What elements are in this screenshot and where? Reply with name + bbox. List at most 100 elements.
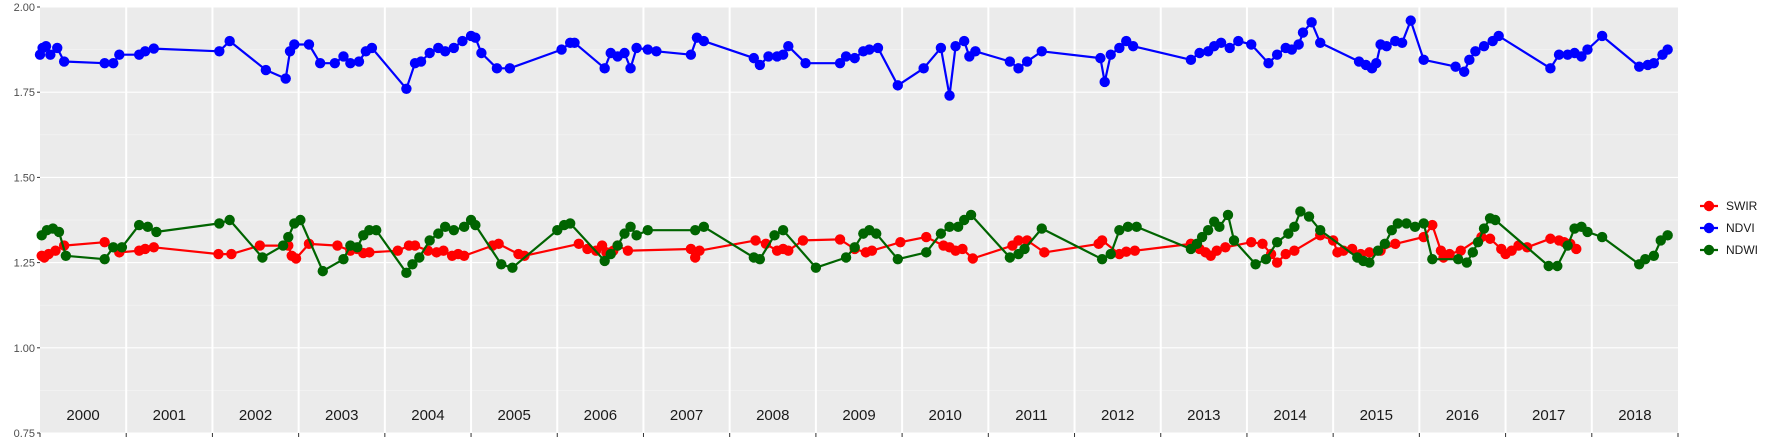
- swir-point: [139, 243, 151, 255]
- ndvi-point: [872, 42, 884, 54]
- ndvi-point: [754, 59, 766, 71]
- swir-point: [364, 247, 375, 258]
- swir-point: [866, 245, 878, 256]
- ndvi-point: [1418, 54, 1429, 66]
- ndvi-point: [1315, 37, 1326, 48]
- ndvi-point: [1185, 54, 1197, 66]
- ndvi-point: [329, 58, 341, 69]
- swir-point: [148, 242, 159, 253]
- ndwi-point: [1202, 225, 1214, 236]
- ndvi-point: [457, 35, 468, 47]
- ndvi-point: [1127, 40, 1139, 52]
- ndvi-point: [763, 51, 774, 62]
- y-tick-label: 1.25: [14, 258, 35, 270]
- ndvi-point: [619, 47, 630, 59]
- ndvi-point: [439, 46, 451, 57]
- ndvi-point: [448, 42, 460, 54]
- ndvi-point: [944, 90, 955, 101]
- swir-point: [1039, 247, 1050, 258]
- ndwi-point: [631, 230, 642, 241]
- ndvi-point: [599, 63, 610, 74]
- ndvi-point: [918, 63, 929, 74]
- ndwi-point: [60, 250, 72, 261]
- ndvi-point: [834, 58, 846, 69]
- ndvi-point: [280, 73, 291, 84]
- ndvi-point: [504, 63, 516, 74]
- ndwi-point: [1562, 240, 1573, 251]
- ndwi-point: [433, 228, 444, 239]
- year-label: 2001: [153, 407, 186, 424]
- ndwi-point: [810, 262, 822, 273]
- ndwi-point: [133, 219, 145, 231]
- ndvi-point: [840, 51, 852, 62]
- legend-label-ndwi: NDWI: [1726, 243, 1758, 257]
- ndvi-point: [224, 35, 235, 47]
- year-label: 2018: [1618, 407, 1651, 424]
- swir-point: [1271, 257, 1283, 268]
- ndvi-point: [698, 35, 710, 47]
- legend-marker-swir: [1703, 200, 1715, 212]
- ndwi-point: [1271, 236, 1283, 248]
- swir-point: [1545, 233, 1556, 244]
- ndwi-point: [1096, 253, 1108, 265]
- swir-point: [1129, 245, 1141, 256]
- swir-point: [50, 245, 61, 256]
- ndwi-point: [1427, 253, 1438, 265]
- ndwi-point: [1228, 235, 1240, 246]
- year-label: 2010: [929, 407, 962, 424]
- ndvi-point: [114, 49, 125, 60]
- swir-point: [1390, 238, 1401, 250]
- ndwi-point: [224, 214, 235, 226]
- ndwi-point: [1409, 221, 1421, 233]
- y-tick-label: 2.00: [14, 2, 35, 14]
- swir-point: [750, 235, 761, 246]
- ndvi-point: [470, 32, 481, 43]
- ndvi-point: [424, 47, 435, 59]
- ndvi-point: [1634, 61, 1645, 72]
- ndvi-point: [45, 49, 56, 60]
- ndwi-point: [1418, 218, 1429, 229]
- ndwi-point: [1582, 226, 1593, 238]
- ndvi-point: [849, 52, 860, 64]
- ndvi-point: [1553, 49, 1565, 60]
- swir-point: [1427, 219, 1438, 231]
- year-label: 2005: [497, 407, 530, 424]
- ndvi-point: [1021, 56, 1033, 67]
- ndvi-point: [345, 58, 356, 69]
- swir-point: [226, 248, 237, 260]
- year-label: 2000: [66, 407, 99, 424]
- swir-point: [573, 238, 585, 250]
- ndwi-point: [1122, 221, 1134, 233]
- ndwi-point: [439, 221, 451, 233]
- year-label: 2002: [239, 407, 272, 424]
- ndvi-point: [1470, 46, 1481, 57]
- ndwi-point: [1379, 238, 1391, 250]
- ndvi-point: [642, 44, 653, 55]
- ndvi-point: [491, 63, 503, 74]
- swir-point: [392, 245, 403, 256]
- ndwi-point: [1289, 221, 1300, 233]
- ndwi-point: [1648, 250, 1660, 261]
- ndwi-point: [944, 221, 955, 233]
- year-label: 2009: [842, 407, 875, 424]
- ndwi-point: [1214, 221, 1225, 233]
- ndwi-point: [754, 253, 766, 265]
- ndwi-point: [295, 214, 306, 226]
- year-label: 2007: [670, 407, 703, 424]
- ndvi-point: [1013, 63, 1024, 74]
- y-axis: 0.75 1.00 1.25 1.50 1.75 2.00: [14, 2, 40, 440]
- ndvi-point: [366, 42, 378, 54]
- ndwi-point: [470, 219, 481, 231]
- ndvi-point: [1194, 47, 1205, 59]
- ndwi-point: [1490, 214, 1501, 226]
- swir-point: [622, 245, 634, 256]
- ndvi-point: [1293, 39, 1304, 50]
- legend-label-ndvi: NDVI: [1726, 221, 1755, 235]
- ndvi-point: [1246, 39, 1257, 50]
- year-label: 2011: [1015, 407, 1047, 424]
- ndwi-point: [1283, 228, 1294, 239]
- ndvi-point: [52, 42, 63, 54]
- year-label: 2014: [1273, 407, 1306, 424]
- legend-marker-ndvi: [1703, 222, 1715, 234]
